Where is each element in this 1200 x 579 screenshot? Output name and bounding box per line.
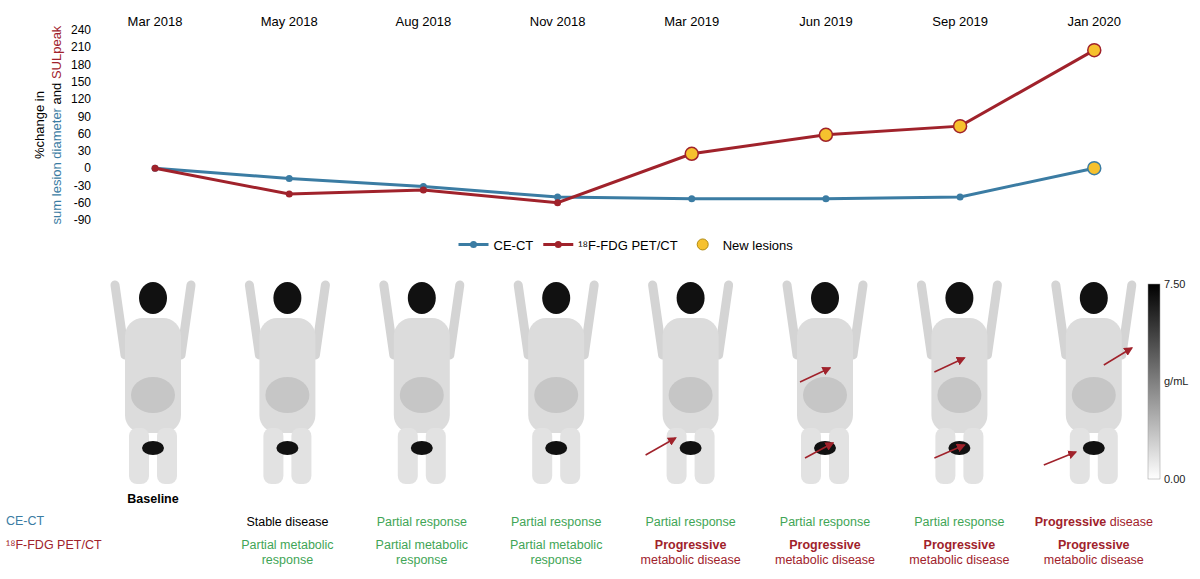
html-text:metabolic disease: metabolic disease — [775, 553, 875, 567]
svg-text:150: 150 — [71, 75, 91, 89]
html-text:Partial response: Partial response — [779, 515, 871, 529]
html-text:CE-CT: CE-CT — [6, 514, 45, 528]
svg-text:-30: -30 — [74, 179, 92, 193]
svg-text:0: 0 — [84, 161, 91, 175]
html-text:Progressive: Progressive — [1058, 538, 1130, 552]
html-text:g/mL: g/mL — [1164, 375, 1189, 387]
svg-text:Jan 2020: Jan 2020 — [1068, 14, 1122, 29]
svg-text:90: 90 — [78, 110, 92, 124]
html-text:metabolic disease: metabolic disease — [909, 553, 1010, 567]
html-text:metabolic disease: metabolic disease — [640, 553, 741, 567]
html-text:Progressive: Progressive — [654, 538, 727, 552]
svg-text:-60: -60 — [74, 196, 92, 210]
svg-text:Jun 2019: Jun 2019 — [799, 14, 853, 29]
html-text:Partial response: Partial response — [645, 515, 736, 529]
html-text:Progressive disease: Progressive disease — [1034, 515, 1153, 529]
html-text:Baseline: Baseline — [127, 492, 179, 506]
svg-text:Mar 2018: Mar 2018 — [128, 14, 183, 29]
html-text:Progressive: Progressive — [923, 538, 996, 552]
html-text:Partial metabolic response: Partial metabolic response — [375, 538, 468, 567]
svg-text:60: 60 — [78, 127, 92, 141]
html-text:7.50: 7.50 — [1164, 277, 1186, 290]
svg-text:May 2018: May 2018 — [261, 14, 318, 29]
svg-text:210: 210 — [71, 40, 91, 54]
svg-text:-90: -90 — [74, 213, 92, 227]
svg-text:%change insum lesion diameter: %change insum lesion diameter and SULpea… — [32, 25, 64, 224]
html-text:Progressive: Progressive — [789, 538, 861, 552]
html-text:¹⁸F-FDG PET/CT: ¹⁸F-FDG PET/CT — [6, 538, 102, 552]
svg-text:180: 180 — [71, 58, 91, 72]
html-text:0.00: 0.00 — [1164, 472, 1186, 485]
svg-text:Aug 2018: Aug 2018 — [396, 14, 452, 29]
svg-text:Mar 2019: Mar 2019 — [664, 14, 719, 29]
svg-text:¹⁸F-FDG PET/CT: ¹⁸F-FDG PET/CT — [578, 238, 677, 253]
html-text:Partial response: Partial response — [511, 515, 602, 529]
svg-text:Sep 2019: Sep 2019 — [932, 14, 988, 29]
svg-text:New lesions: New lesions — [723, 238, 794, 253]
html-text:Stable disease: Stable disease — [246, 515, 329, 529]
svg-text:Nov 2018: Nov 2018 — [530, 14, 586, 29]
html-text:Partial response: Partial response — [376, 515, 467, 529]
svg-text:CE-CT: CE-CT — [494, 238, 534, 253]
html-text:Partial metabolic response: Partial metabolic response — [510, 538, 603, 567]
svg-text:240: 240 — [71, 23, 91, 37]
svg-text:30: 30 — [78, 144, 92, 158]
html-text:Partial response: Partial response — [914, 515, 1005, 529]
html-text:metabolic disease: metabolic disease — [1043, 553, 1144, 567]
html-text:Partial metabolic response: Partial metabolic response — [241, 538, 334, 567]
svg-text:120: 120 — [71, 92, 91, 106]
